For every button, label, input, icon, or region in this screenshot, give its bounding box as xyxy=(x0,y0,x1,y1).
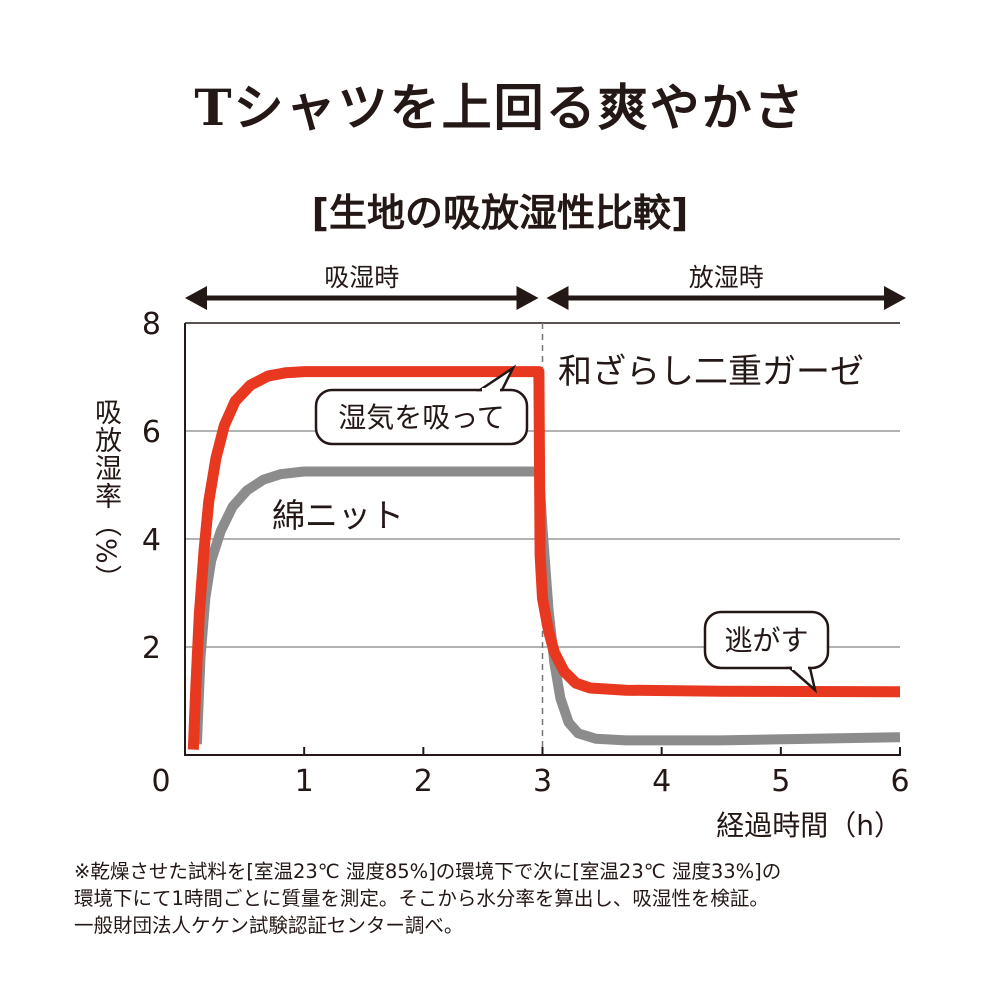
phase-label: 吸湿時 xyxy=(324,263,399,292)
page-title: Tシャツを上回る爽やかさ xyxy=(194,78,806,137)
y-tick-label: 6 xyxy=(142,415,161,450)
x-tick-label: 6 xyxy=(890,764,909,799)
x-axis-label: 経過時間（h） xyxy=(716,809,902,842)
callout-bubble xyxy=(314,388,529,446)
callout-text: 湿気を吸って xyxy=(338,401,505,434)
footnote-line: 一般財団法人ケケン試験認証センター調べ。 xyxy=(74,914,464,937)
arrow-left-icon xyxy=(185,286,207,310)
y-tick-label: 2 xyxy=(142,631,161,666)
x-tick-label: 5 xyxy=(771,764,790,799)
series-label: 和ざらし二重ガーゼ xyxy=(558,352,864,392)
y-tick-label: 8 xyxy=(142,307,161,342)
callout-bubble xyxy=(703,610,830,670)
footnote: ※乾燥させた試料を[室温23℃ 湿度85%]の環境下で次に[室温23℃ 湿度33… xyxy=(74,858,781,939)
series-line-cotton-knit xyxy=(191,466,901,746)
x-tick-label: 1 xyxy=(295,764,314,799)
callout-text: 逃がす xyxy=(724,624,808,657)
x-tick-label: 3 xyxy=(533,764,552,799)
arrow-right-icon xyxy=(884,286,906,310)
footnote-line: 環境下にて1時間ごとに質量を測定。そこから水分率を算出し、吸湿性を検証。 xyxy=(74,887,769,910)
x-tick-label: 0 xyxy=(151,764,170,799)
series-line-gauze xyxy=(187,366,901,750)
chart-title: [生地の吸放湿性比較] xyxy=(311,191,689,235)
y-axis-label: 吸放湿率（%） xyxy=(90,398,121,593)
arrow-right-icon xyxy=(516,286,539,310)
x-tick-label: 2 xyxy=(414,764,433,799)
y-tick-label: 4 xyxy=(142,523,161,558)
phase-label: 放湿時 xyxy=(689,263,764,292)
series-label: 綿ニット xyxy=(272,496,404,535)
arrow-left-icon xyxy=(546,286,569,310)
footnote-line: ※乾燥させた試料を[室温23℃ 湿度85%]の環境下で次に[室温23℃ 湿度33… xyxy=(74,860,782,883)
x-tick-label: 4 xyxy=(652,764,671,799)
